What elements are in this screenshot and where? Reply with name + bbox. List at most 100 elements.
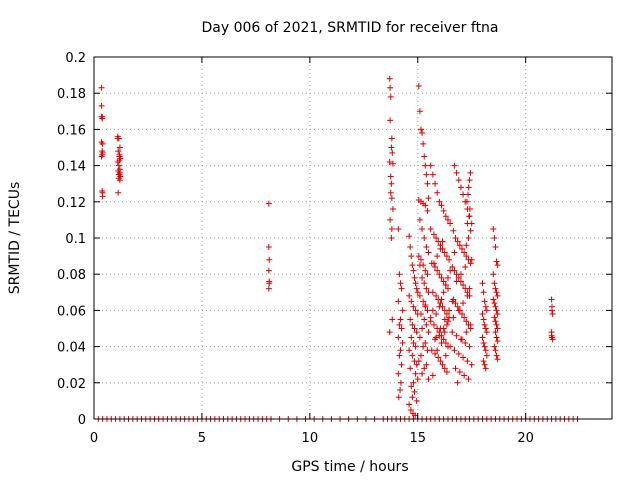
data-point — [422, 339, 429, 346]
data-point — [450, 296, 457, 303]
y-tick-label: 0.04 — [57, 341, 86, 356]
data-point — [440, 207, 447, 214]
data-point — [460, 300, 467, 307]
axis-ticks: 0 0.02 0.04 0.06 0.08 0.1 0.12 0.14 0.16 0.18 0.2 0… — [57, 51, 612, 446]
data-point — [432, 263, 439, 270]
data-point — [493, 321, 500, 328]
data-point — [437, 300, 444, 307]
data-point — [455, 350, 462, 357]
data-point — [408, 383, 415, 390]
data-point — [411, 325, 418, 332]
data-point — [491, 314, 498, 321]
data-point — [412, 307, 419, 314]
data-point — [440, 289, 447, 296]
data-point — [397, 316, 404, 323]
data-point — [419, 274, 426, 281]
data-point — [266, 256, 273, 263]
data-point — [433, 235, 440, 241]
data-point — [483, 307, 490, 314]
data-point — [115, 189, 122, 196]
data-point — [494, 325, 501, 332]
data-point — [455, 307, 462, 314]
data-point — [419, 325, 426, 332]
data-point — [422, 267, 429, 274]
data-point — [423, 321, 430, 328]
data-point — [422, 162, 429, 169]
data-point — [446, 307, 453, 314]
data-point — [429, 289, 436, 296]
data-point — [494, 338, 501, 345]
data-point — [458, 311, 465, 318]
data-point — [265, 285, 272, 292]
data-point — [396, 271, 403, 278]
data-point — [440, 336, 447, 343]
data-point — [419, 370, 426, 377]
data-point — [397, 347, 404, 354]
data-point — [465, 376, 472, 383]
data-point — [453, 278, 460, 285]
data-point — [414, 376, 421, 383]
data-point — [424, 207, 431, 214]
data-point — [444, 216, 451, 223]
data-point — [436, 332, 443, 339]
data-point — [425, 376, 432, 383]
data-point — [413, 285, 420, 292]
data-point — [437, 358, 444, 365]
data-point — [451, 267, 458, 274]
data-point — [457, 271, 464, 278]
data-point — [492, 329, 499, 336]
data-point — [387, 117, 394, 124]
data-point — [406, 233, 413, 240]
data-point — [464, 220, 471, 227]
data-point — [438, 339, 445, 346]
data-point — [420, 298, 427, 305]
data-point — [493, 258, 500, 265]
data-point — [441, 249, 448, 256]
data-point — [415, 82, 422, 89]
data-point — [466, 343, 473, 350]
data-point — [389, 149, 396, 156]
data-point — [456, 368, 463, 375]
data-point — [491, 300, 498, 307]
data-point — [447, 343, 454, 350]
data-point — [467, 227, 474, 234]
data-point — [116, 157, 123, 164]
data-point — [482, 347, 489, 354]
data-point — [407, 365, 414, 372]
data-point — [99, 151, 106, 158]
data-point — [417, 352, 424, 359]
data-point — [480, 316, 487, 323]
data-point — [458, 336, 465, 343]
data-point — [449, 263, 456, 270]
data-point — [436, 303, 443, 310]
data-point — [427, 225, 434, 232]
data-point — [463, 242, 470, 249]
data-point — [466, 177, 473, 184]
data-point — [434, 189, 441, 196]
y-tick-label: 0 — [78, 413, 86, 428]
data-point — [423, 171, 430, 178]
data-point — [408, 334, 415, 341]
y-tick-label: 0.08 — [57, 268, 86, 283]
data-point — [386, 158, 393, 165]
data-point — [548, 296, 555, 303]
data-point — [455, 274, 462, 281]
data-point — [483, 329, 490, 336]
x-tick-label: 10 — [302, 431, 319, 446]
data-point — [442, 352, 449, 359]
data-point — [265, 200, 272, 207]
data-point — [438, 202, 445, 209]
data-point — [115, 148, 122, 155]
data-point — [492, 244, 499, 251]
data-point — [416, 108, 423, 115]
data-point — [438, 296, 445, 303]
data-point — [463, 253, 470, 260]
data-point — [440, 278, 447, 285]
data-point — [415, 358, 422, 365]
data-point — [427, 314, 434, 321]
data-point — [446, 256, 453, 263]
data-point — [457, 184, 464, 191]
data-point — [397, 280, 404, 287]
data-point — [437, 325, 444, 332]
data-point — [410, 267, 417, 274]
